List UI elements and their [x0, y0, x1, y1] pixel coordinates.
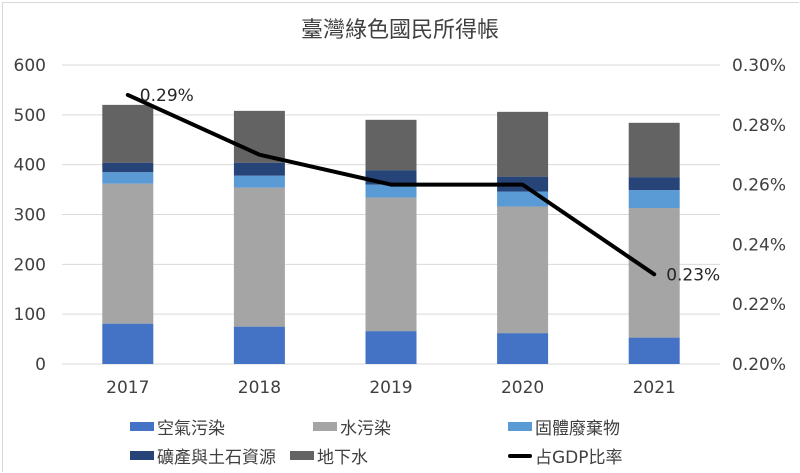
legend-label: 地下水: [317, 448, 368, 468]
left-axis-ticks: 0 100 200 300 400 500 600: [14, 56, 46, 375]
bar-segment: [102, 172, 154, 184]
bar-segment: [102, 323, 154, 364]
legend-swatch-gdp-ratio: [508, 453, 532, 458]
bar-segment: [628, 190, 680, 209]
left-tick-label: 600: [14, 56, 46, 76]
legend-swatch-water: [313, 422, 337, 431]
legend-label: 固體廢棄物: [535, 419, 620, 439]
legend-item-gdp-ratio: 占GDP比率: [508, 443, 623, 468]
legend-item-minerals: 礦產與土石資源: [130, 443, 276, 468]
left-tick-label: 400: [14, 156, 46, 176]
right-tick-label: 0.26%: [732, 176, 786, 196]
right-tick-label: 0.30%: [732, 56, 786, 76]
legend-swatch-air: [130, 422, 154, 431]
left-tick-label: 300: [14, 206, 46, 226]
bar-segment: [365, 331, 417, 364]
legend-item-air: 空氣污染: [130, 414, 225, 439]
bar-segment: [233, 162, 285, 176]
bar-segment: [233, 326, 285, 364]
left-tick-label: 200: [14, 255, 46, 275]
x-tick-label: 2020: [501, 378, 544, 398]
legend-label: 礦產與土石資源: [157, 448, 276, 468]
bar-segment: [365, 197, 417, 332]
line-data-label: 0.29%: [140, 86, 194, 106]
right-axis-ticks: 0.20% 0.22% 0.24% 0.26% 0.28% 0.30%: [732, 56, 786, 375]
legend-item-groundwater: 地下水: [290, 443, 368, 468]
x-axis-labels: 2017 2018 2019 2020 2021: [106, 378, 676, 398]
legend-item-water: 水污染: [313, 414, 391, 439]
left-tick-label: 500: [14, 106, 46, 126]
legend-label: 占GDP比率: [535, 448, 623, 468]
bar-segment: [628, 337, 680, 364]
bar-segment: [497, 333, 549, 364]
left-tick-label: 0: [35, 355, 46, 375]
bar-segment: [628, 122, 680, 178]
right-tick-label: 0.22%: [732, 295, 786, 315]
legend-swatch-groundwater: [290, 451, 314, 460]
right-tick-label: 0.28%: [732, 116, 786, 136]
bar-segment: [365, 184, 417, 198]
left-tick-label: 100: [14, 305, 46, 325]
bar-segment: [365, 119, 417, 171]
x-tick-label: 2021: [633, 378, 676, 398]
right-tick-label: 0.20%: [732, 355, 786, 375]
chart-title: 臺灣綠色國民所得帳: [300, 18, 499, 43]
bar-segment: [102, 162, 154, 173]
x-tick-label: 2019: [369, 378, 412, 398]
line-data-label: 0.23%: [666, 265, 720, 285]
bar-segment: [628, 177, 680, 191]
bar-segment: [102, 104, 154, 163]
legend-label: 空氣污染: [157, 419, 225, 439]
legend-swatch-minerals: [130, 451, 154, 460]
x-tick-label: 2018: [238, 378, 281, 398]
legend-label: 水污染: [340, 419, 391, 439]
x-tick-label: 2017: [106, 378, 149, 398]
gdp-ratio-line: [125, 92, 657, 277]
stacked-bars: [102, 104, 680, 364]
bar-segment: [102, 183, 154, 324]
bar-segment: [233, 187, 285, 327]
right-tick-label: 0.24%: [732, 235, 786, 255]
legend-swatch-solid-waste: [508, 422, 532, 431]
bar-segment: [497, 111, 549, 177]
data-labels: 0.29% 0.23%: [140, 86, 720, 285]
legend-item-solid-waste: 固體廢棄物: [508, 414, 620, 439]
bar-segment: [233, 175, 285, 188]
bar-segment: [497, 206, 549, 334]
